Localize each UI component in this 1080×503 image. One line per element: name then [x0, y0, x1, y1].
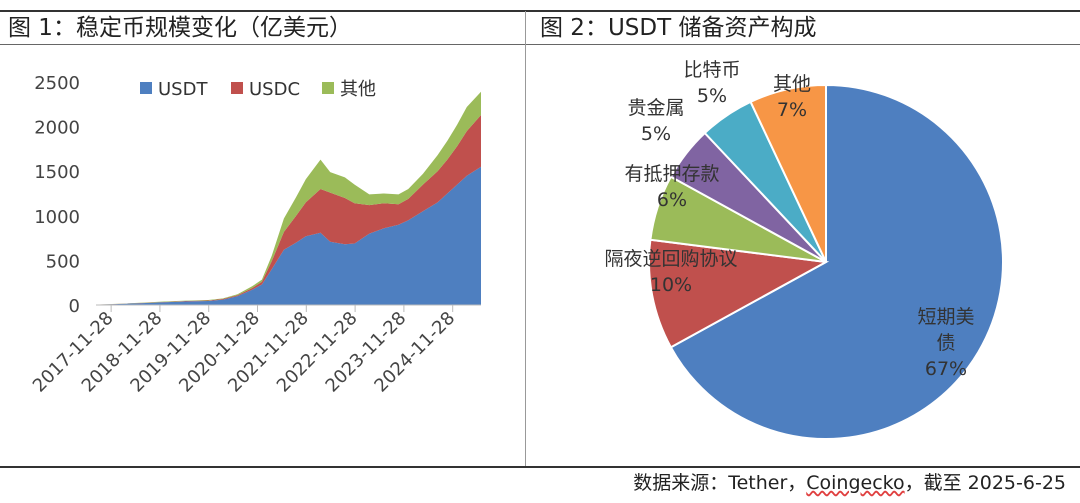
- source-coingecko: Coingecko: [806, 472, 905, 494]
- pie-pct-label: 5%: [641, 123, 671, 145]
- pie-name-label: 债: [936, 332, 955, 354]
- figure2-title: 图 2：USDT 储备资产构成: [540, 15, 817, 41]
- y-tick-label: 1000: [34, 207, 80, 228]
- source-note: 数据来源：Tether，Coingecko，截至 2025-6-25: [633, 470, 1066, 496]
- source-prefix: 数据来源：Tether，: [633, 472, 807, 494]
- pie-pct-label: 5%: [697, 85, 727, 107]
- top-rule: [0, 10, 1080, 12]
- pie-slice-2: [648, 238, 830, 349]
- pie-name-label: 贵金属: [627, 97, 684, 119]
- legend-swatch: [322, 82, 334, 94]
- legend-label: USDC: [249, 79, 300, 100]
- legend-swatch: [140, 82, 152, 94]
- pie-pct-label: 10%: [650, 274, 692, 296]
- pie-name-label: 比特币: [683, 59, 740, 81]
- y-tick-label: 500: [46, 251, 80, 272]
- pie-pct-label: 6%: [657, 189, 687, 211]
- y-tick-label: 1500: [34, 162, 80, 183]
- pie-pct-label: 7%: [777, 99, 807, 121]
- y-tick-label: 2500: [34, 73, 80, 94]
- stablecoin-area-chart: 050010001500200025002017-11-282018-11-28…: [29, 73, 481, 397]
- pie-name-label: 有抵押存款: [624, 163, 719, 185]
- pie-slice-1: [669, 83, 1004, 440]
- panel-divider: [525, 11, 526, 466]
- header-rule: [0, 44, 1080, 45]
- pie-pct-label: 67%: [925, 358, 967, 380]
- pie-name-label: 隔夜逆回购协议: [604, 248, 737, 270]
- area-series-1: [96, 166, 481, 305]
- pie-name-label: 其他: [773, 73, 811, 95]
- y-tick-label: 0: [69, 296, 80, 317]
- pie-slice-6: [749, 83, 827, 263]
- pie-name-label: 短期美: [917, 306, 974, 328]
- figure1-title: 图 1：稳定币规模变化（亿美元）: [8, 15, 352, 41]
- legend-label: USDT: [158, 79, 208, 100]
- y-tick-label: 2000: [34, 118, 80, 139]
- legend-label: 其他: [340, 79, 376, 100]
- source-suffix: ，截至 2025-6-25: [904, 472, 1066, 494]
- legend-swatch: [231, 82, 243, 94]
- area-series-2: [96, 115, 481, 305]
- area-series-3: [96, 91, 481, 305]
- bottom-rule: [0, 466, 1080, 468]
